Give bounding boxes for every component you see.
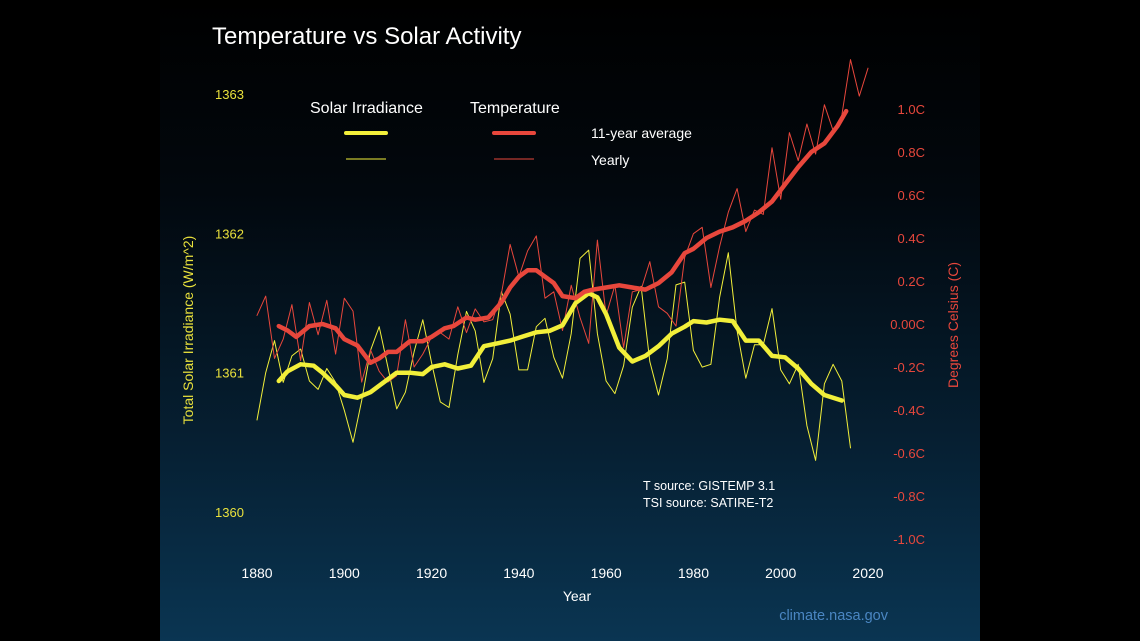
y-right-tick-0.4C: 0.4C: [898, 231, 925, 246]
credit-link[interactable]: climate.nasa.gov: [779, 608, 889, 624]
y-left-tick-1363: 1363: [215, 87, 244, 102]
source-line-2: TSI source: SATIRE-T2: [643, 496, 773, 510]
y-right-tick--0.4C: -0.4C: [893, 403, 925, 418]
x-axis-label: Year: [563, 588, 592, 604]
y-right-tick-0.2C: 0.2C: [898, 274, 925, 289]
y-right-tick-labels: -1.0C -0.8C -0.6C -0.4C -0.2C 0.00C 0.2C 0.4C 0.…: [890, 102, 925, 547]
x-tick-1880: 1880: [241, 565, 272, 581]
x-tick-2000: 2000: [765, 565, 796, 581]
y-right-axis-label: Degrees Celsius (C): [945, 262, 961, 388]
legend-avg-label: 11-year average: [591, 125, 692, 141]
temp-yearly-line: [256, 59, 869, 383]
x-tick-1960: 1960: [591, 565, 622, 581]
solar-yearly-line: [256, 249, 851, 461]
x-tick-1900: 1900: [329, 565, 360, 581]
y-right-tick-1.0C: 1.0C: [898, 102, 925, 117]
x-tick-2020: 2020: [852, 565, 883, 581]
y-right-tick-0.00C: 0.00C: [890, 317, 925, 332]
y-right-tick-0.6C: 0.6C: [898, 188, 925, 203]
x-tick-1920: 1920: [416, 565, 447, 581]
y-right-tick--0.8C: -0.8C: [893, 489, 925, 504]
y-right-tick-0.8C: 0.8C: [898, 145, 925, 160]
legend: Solar Irradiance Temperature 11-year ave…: [310, 100, 692, 168]
solar-average-line: [276, 290, 845, 403]
y-right-tick--1.0C: -1.0C: [893, 532, 925, 547]
y-right-tick--0.6C: -0.6C: [893, 446, 925, 461]
source-line-1: T source: GISTEMP 3.1: [643, 479, 775, 493]
x-tick-1980: 1980: [678, 565, 709, 581]
legend-solar-header: Solar Irradiance: [310, 100, 423, 117]
x-tick-labels: 1880 1900 1920 1940 1960 1980 2000 2020: [241, 565, 883, 581]
chart-title: Temperature vs Solar Activity: [212, 23, 521, 50]
legend-yearly-label: Yearly: [591, 152, 629, 168]
y-right-tick--0.2C: -0.2C: [893, 360, 925, 375]
y-left-tick-labels: 1360 1361 1362 1363: [215, 87, 244, 520]
legend-temp-header: Temperature: [470, 100, 560, 117]
y-left-axis-label: Total Solar Irradiance (W/m^2): [180, 236, 196, 425]
x-tick-1940: 1940: [503, 565, 534, 581]
temp-average-line: [276, 108, 849, 365]
y-left-tick-1362: 1362: [215, 226, 244, 241]
y-left-tick-1361: 1361: [215, 366, 244, 381]
y-left-tick-1360: 1360: [215, 505, 244, 520]
